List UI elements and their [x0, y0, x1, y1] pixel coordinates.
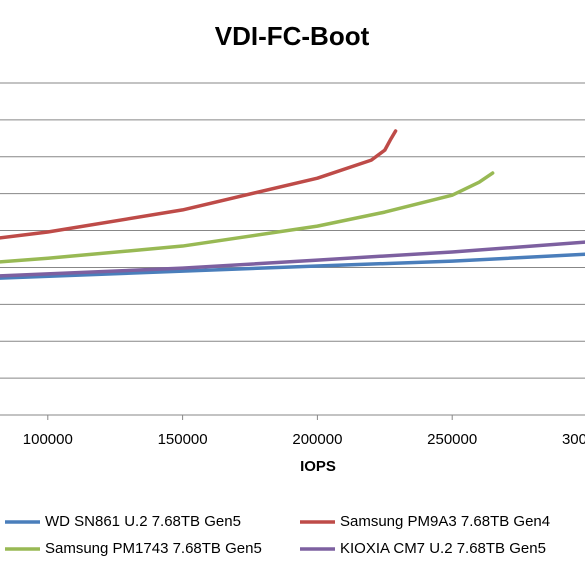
x-tick-label: 100000: [23, 431, 73, 448]
series-line: [0, 252, 585, 280]
legend-label: KIOXIA CM7 U.2 7.68TB Gen5: [340, 540, 546, 557]
chart-title: VDI-FC-Boot: [215, 21, 370, 51]
legend-label: WD SN861 U.2 7.68TB Gen5: [45, 513, 241, 530]
x-axis-title: IOPS: [300, 458, 336, 475]
x-tick-label: 300000: [562, 431, 585, 448]
x-tick-label: 200000: [292, 431, 342, 448]
series-line: [0, 240, 585, 278]
series-line: [0, 171, 495, 264]
series-line: [0, 129, 398, 240]
x-tick-label: 150000: [158, 431, 208, 448]
legend-label: Samsung PM1743 7.68TB Gen5: [45, 540, 262, 557]
x-tick-label: 250000: [427, 431, 477, 448]
legend-label: Samsung PM9A3 7.68TB Gen4: [340, 513, 550, 530]
